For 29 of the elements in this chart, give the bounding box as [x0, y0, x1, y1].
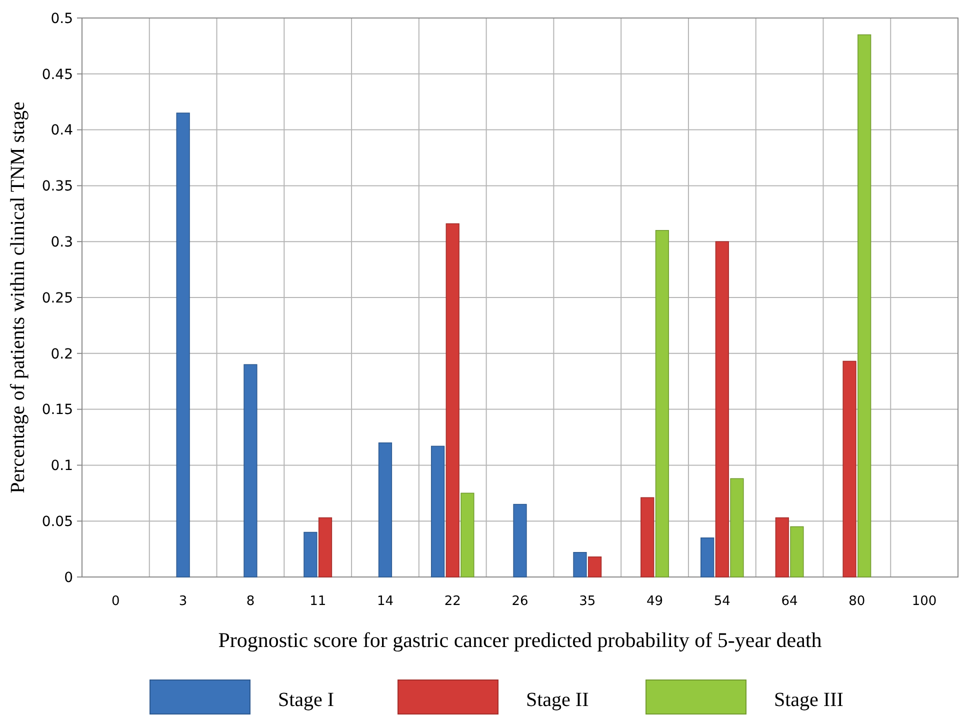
legend-label: Stage II — [526, 689, 589, 711]
y-tick-label: 0.3 — [50, 234, 73, 250]
x-tick-label: 80 — [848, 594, 866, 609]
x-tick-label: 3 — [178, 594, 188, 609]
x-axis-title: Prognostic score for gastric cancer predicted probability of 5-year death — [218, 628, 822, 652]
y-tick-label: 0.1 — [50, 458, 73, 474]
y-tick-label: 0.4 — [50, 122, 74, 139]
y-tick-label: 0.25 — [42, 290, 73, 306]
x-tick-label: 49 — [646, 594, 664, 609]
y-tick-label: 0.05 — [42, 514, 73, 530]
x-tick-label: 64 — [781, 594, 798, 609]
x-tick-label: 22 — [444, 594, 461, 609]
legend-label: Stage I — [278, 689, 334, 711]
x-tick-label: 0 — [112, 594, 120, 609]
x-tick-label: 8 — [246, 594, 255, 609]
x-tick-label: 26 — [512, 594, 528, 609]
x-tick-label: 100 — [912, 594, 937, 609]
y-tick-label: 0 — [64, 570, 73, 586]
y-axis-title: Percentage of patients within clinical TNM stage — [7, 102, 29, 494]
x-tick-label: 54 — [714, 594, 730, 609]
x-tick-label: 14 — [376, 594, 394, 609]
x-tick-label: 35 — [579, 594, 596, 609]
y-tick-label: 0.5 — [50, 10, 73, 27]
y-tick-label: 0.35 — [42, 178, 73, 195]
y-tick-label: 0.45 — [42, 66, 73, 83]
legend-label: Stage III — [774, 689, 844, 711]
x-tick-label: 11 — [310, 594, 326, 609]
y-tick-label: 0.15 — [42, 402, 73, 418]
y-tick-label: 0.2 — [50, 346, 73, 362]
